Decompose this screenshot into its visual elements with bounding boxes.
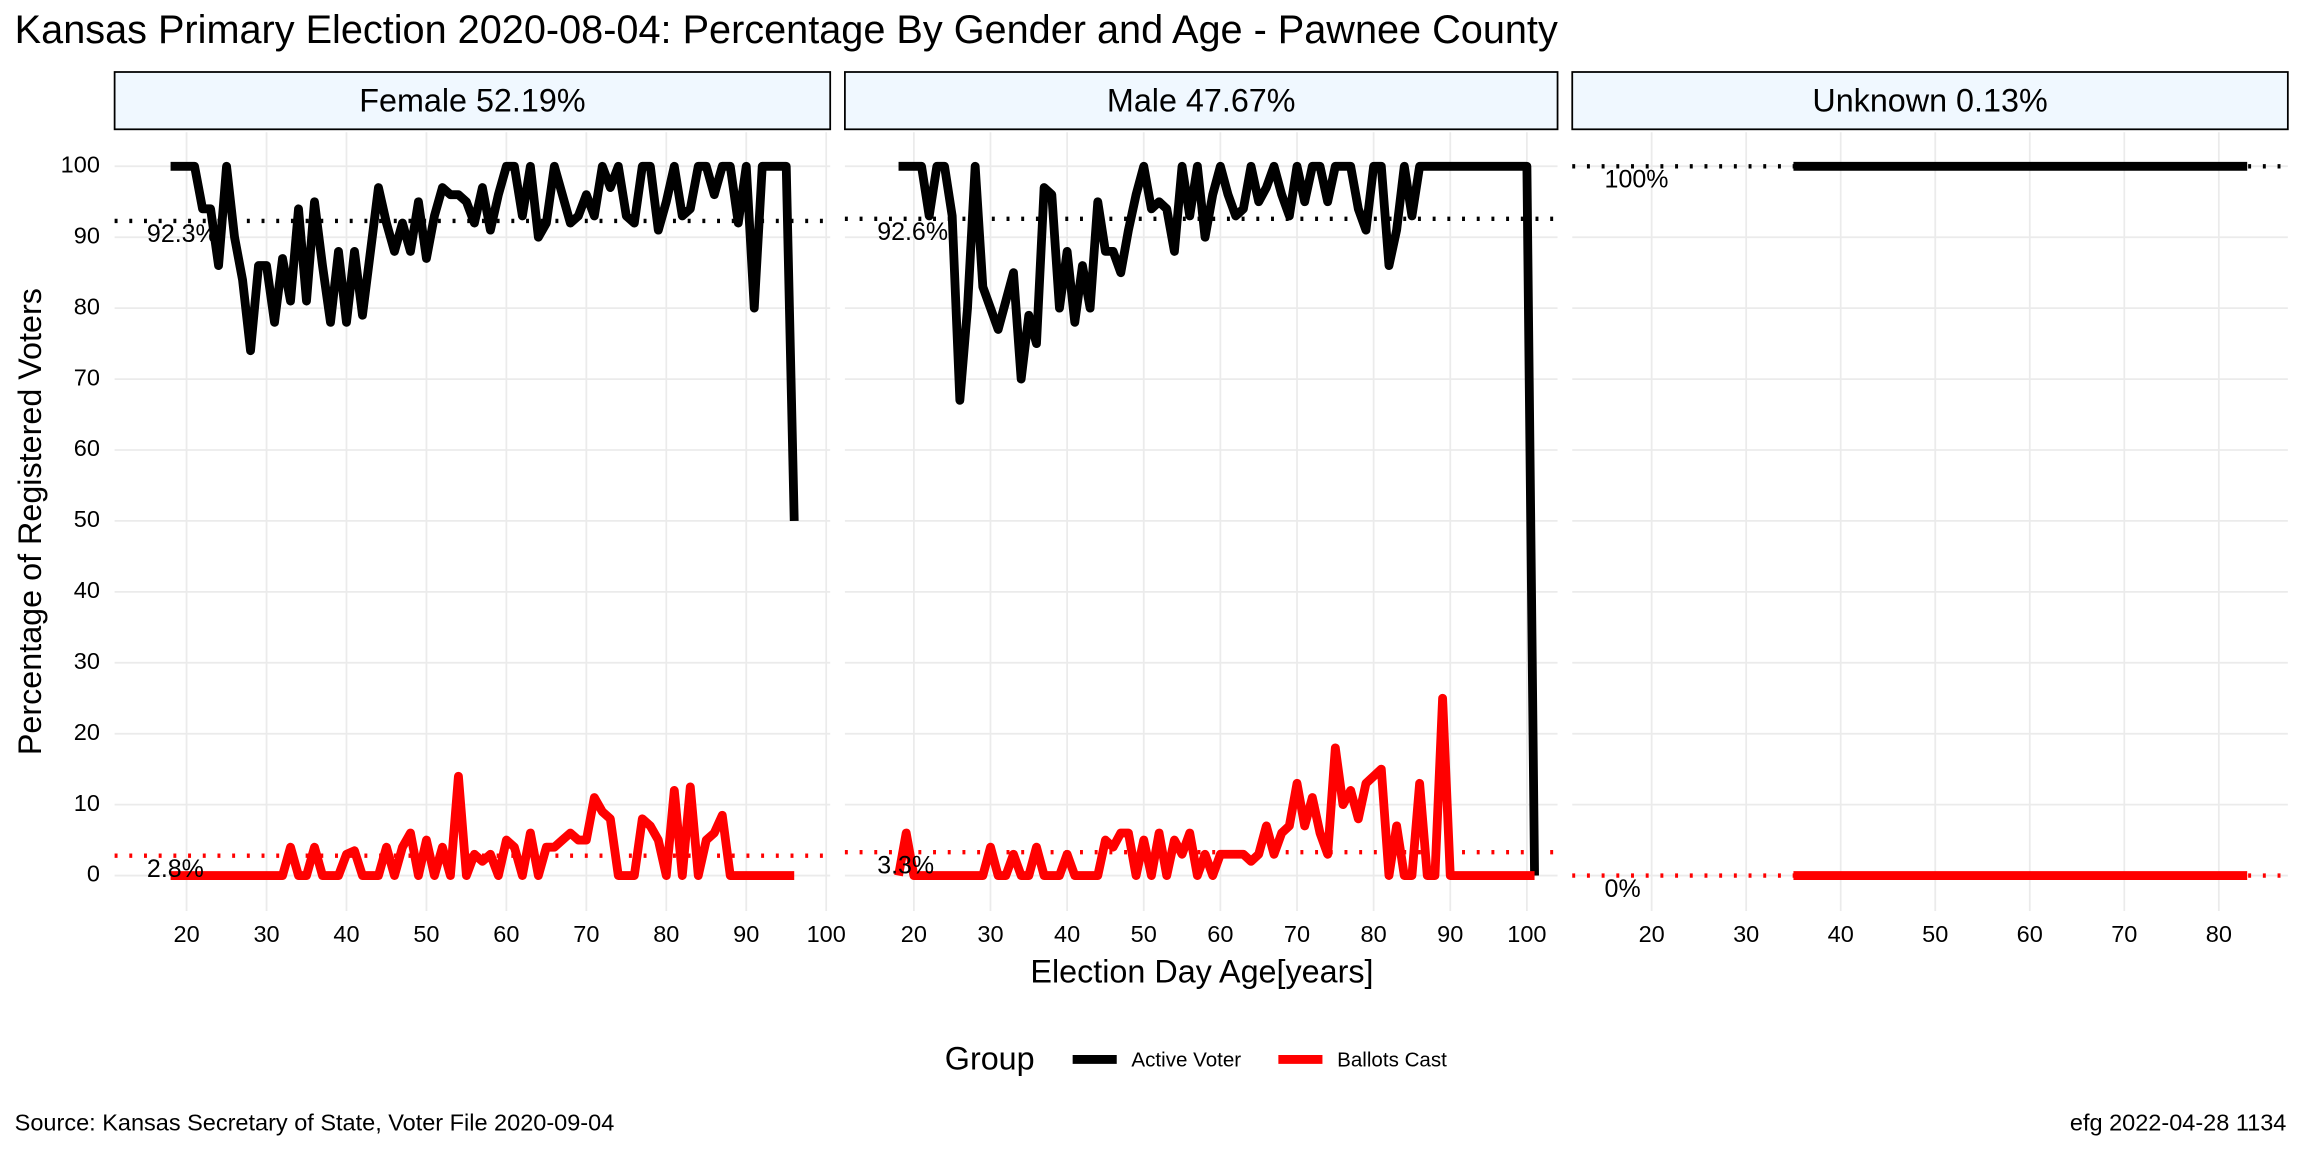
x-tick-label: 70 [1284, 921, 1310, 947]
legend-label: Ballots Cast [1337, 1048, 1447, 1071]
x-tick-label: 80 [653, 921, 679, 947]
y-tick-label: 40 [74, 577, 100, 603]
x-tick-label: 70 [2111, 921, 2137, 947]
y-tick-label: 30 [74, 648, 100, 674]
x-tick-label: 100 [807, 921, 846, 947]
x-tick-label: 20 [174, 921, 200, 947]
reference-label: 92.6% [877, 218, 948, 246]
x-tick-label: 60 [2017, 921, 2043, 947]
y-tick-label: 90 [74, 222, 100, 248]
x-tick-label: 30 [977, 921, 1003, 947]
facet-strip-label: Female 52.19% [359, 82, 585, 118]
y-axis-title: Percentage of Registered Voters [12, 288, 48, 755]
facet-strip [113, 71, 832, 131]
y-tick-label: 50 [74, 506, 100, 532]
x-axis-title: Election Day Age[years] [1030, 954, 1373, 990]
y-tick-label: 80 [74, 293, 100, 319]
y-tick-label: 70 [74, 364, 100, 390]
x-tick-label: 40 [1828, 921, 1854, 947]
y-tick-label: 100 [61, 151, 100, 177]
legend-title: Group [945, 1040, 1035, 1076]
chart-title: Kansas Primary Election 2020-08-04: Perc… [15, 8, 1558, 52]
x-tick-label: 90 [733, 921, 759, 947]
reference-label: 3.3% [877, 851, 934, 879]
y-tick-label: 0 [87, 861, 100, 887]
reference-label: 92.3% [147, 220, 218, 248]
reference-label: 2.8% [147, 855, 204, 883]
x-tick-label: 20 [901, 921, 927, 947]
caption-credit: efg 2022-04-28 1134 [2070, 1109, 2286, 1135]
facet-strip-label: Male 47.67% [1107, 82, 1296, 118]
x-tick-label: 70 [573, 921, 599, 947]
facet-strip [844, 71, 1559, 131]
x-tick-label: 80 [2206, 921, 2232, 947]
facet-strip [1571, 71, 2289, 131]
x-tick-label: 80 [1361, 921, 1387, 947]
caption-source: Source: Kansas Secretary of State, Voter… [15, 1109, 615, 1135]
series-line [170, 161, 799, 522]
reference-label: 0% [1605, 875, 1641, 903]
x-tick-label: 50 [1131, 921, 1157, 947]
x-tick-label: 40 [1054, 921, 1080, 947]
y-tick-label: 10 [74, 790, 100, 816]
x-tick-label: 20 [1639, 921, 1665, 947]
series-line [898, 161, 1539, 876]
x-tick-label: 60 [1207, 921, 1233, 947]
facet-strip-label: Unknown 0.13% [1812, 82, 2047, 118]
series-line [170, 771, 795, 880]
x-tick-label: 90 [1437, 921, 1463, 947]
y-tick-label: 20 [74, 719, 100, 745]
x-tick-label: 40 [333, 921, 359, 947]
x-tick-label: 30 [1733, 921, 1759, 947]
series-line [894, 693, 1535, 880]
legend-label: Active Voter [1131, 1048, 1241, 1071]
x-tick-label: 50 [413, 921, 439, 947]
x-tick-label: 50 [1922, 921, 1948, 947]
reference-label: 100% [1605, 166, 1669, 194]
x-tick-label: 60 [493, 921, 519, 947]
x-tick-label: 100 [1507, 921, 1546, 947]
x-tick-label: 30 [253, 921, 279, 947]
y-tick-label: 60 [74, 435, 100, 461]
